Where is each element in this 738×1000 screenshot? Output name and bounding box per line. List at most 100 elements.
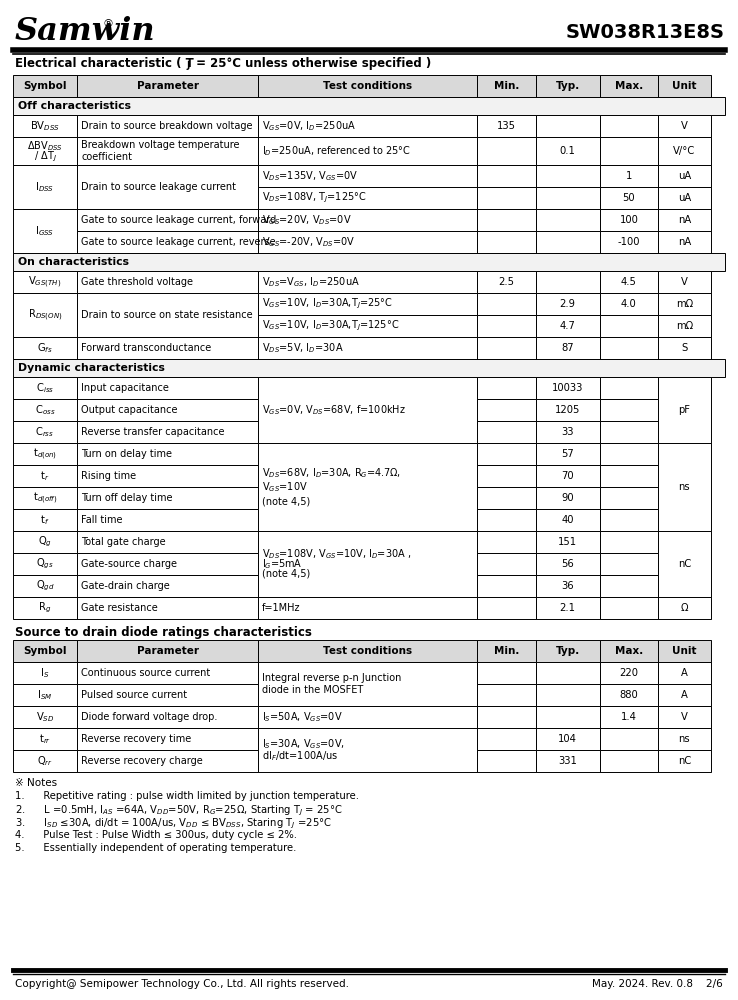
Bar bbox=[536, 509, 600, 531]
Bar bbox=[258, 271, 477, 293]
Text: Min.: Min. bbox=[494, 81, 519, 91]
Text: 1: 1 bbox=[626, 171, 632, 181]
Bar bbox=[477, 597, 536, 619]
Bar bbox=[477, 337, 536, 359]
Bar bbox=[658, 271, 711, 293]
Bar bbox=[77, 509, 258, 531]
Bar bbox=[77, 750, 258, 772]
Text: S: S bbox=[681, 343, 688, 353]
Bar bbox=[258, 137, 477, 165]
Bar bbox=[77, 271, 258, 293]
Bar bbox=[536, 487, 600, 509]
Bar bbox=[536, 115, 600, 137]
Text: R$_g$: R$_g$ bbox=[38, 601, 52, 615]
Text: V$_{GS}$=0V, I$_D$=250uA: V$_{GS}$=0V, I$_D$=250uA bbox=[262, 119, 356, 133]
Text: V: V bbox=[681, 277, 688, 287]
Text: I$_S$: I$_S$ bbox=[41, 666, 49, 680]
Bar bbox=[13, 209, 77, 253]
Bar bbox=[658, 337, 711, 359]
Text: t$_r$: t$_r$ bbox=[41, 469, 49, 483]
Bar bbox=[77, 377, 258, 399]
Text: Symbol: Symbol bbox=[24, 81, 67, 91]
Text: 57: 57 bbox=[562, 449, 574, 459]
Bar bbox=[258, 706, 477, 728]
Text: -100: -100 bbox=[618, 237, 640, 247]
Text: Input capacitance: Input capacitance bbox=[81, 383, 169, 393]
Bar bbox=[600, 115, 658, 137]
Text: Unit: Unit bbox=[672, 81, 697, 91]
Text: V$_{DS}$=68V, I$_D$=30A, R$_G$=4.7Ω,: V$_{DS}$=68V, I$_D$=30A, R$_G$=4.7Ω, bbox=[262, 466, 401, 480]
Text: I$_S$=30A, V$_{GS}$=0V,: I$_S$=30A, V$_{GS}$=0V, bbox=[262, 737, 345, 751]
Bar bbox=[536, 271, 600, 293]
Bar bbox=[77, 662, 258, 684]
Bar bbox=[77, 293, 258, 337]
Text: A: A bbox=[681, 690, 688, 700]
Bar bbox=[600, 209, 658, 231]
Bar bbox=[13, 531, 77, 553]
Bar bbox=[77, 684, 258, 706]
Text: Electrical characteristic ( T: Electrical characteristic ( T bbox=[15, 57, 194, 70]
Text: 87: 87 bbox=[562, 343, 574, 353]
Bar bbox=[13, 487, 77, 509]
Text: uA: uA bbox=[677, 193, 691, 203]
Text: = 25°C unless otherwise specified ): = 25°C unless otherwise specified ) bbox=[192, 57, 431, 70]
Text: 4.      Pulse Test : Pulse Width ≤ 300us, duty cycle ≤ 2%.: 4. Pulse Test : Pulse Width ≤ 300us, dut… bbox=[15, 830, 297, 840]
Bar bbox=[600, 750, 658, 772]
Text: 56: 56 bbox=[562, 559, 574, 569]
Bar bbox=[13, 443, 77, 465]
Text: (note 4,5): (note 4,5) bbox=[262, 569, 310, 579]
Bar bbox=[13, 640, 77, 662]
Text: I$_S$=50A, V$_{GS}$=0V: I$_S$=50A, V$_{GS}$=0V bbox=[262, 710, 342, 724]
Bar bbox=[600, 75, 658, 97]
Text: t$_{d(on)}$: t$_{d(on)}$ bbox=[33, 446, 57, 462]
Text: 36: 36 bbox=[562, 581, 574, 591]
Text: / ΔT$_J$: / ΔT$_J$ bbox=[34, 150, 57, 164]
Text: SW038R13E8S: SW038R13E8S bbox=[566, 22, 725, 41]
Bar bbox=[536, 684, 600, 706]
Text: 2.9: 2.9 bbox=[559, 299, 576, 309]
Bar bbox=[77, 575, 258, 597]
Bar bbox=[77, 231, 258, 253]
Bar bbox=[658, 187, 711, 209]
Text: Reverse recovery time: Reverse recovery time bbox=[81, 734, 191, 744]
Bar bbox=[13, 662, 77, 684]
Bar bbox=[13, 706, 77, 728]
Bar bbox=[536, 465, 600, 487]
Text: (note 4,5): (note 4,5) bbox=[262, 496, 310, 506]
Text: pF: pF bbox=[678, 405, 691, 415]
Text: On characteristics: On characteristics bbox=[18, 257, 129, 267]
Text: Q$_{rr}$: Q$_{rr}$ bbox=[37, 754, 53, 768]
Text: V$_{GS}$=10V, I$_D$=30A,T$_J$=25°C: V$_{GS}$=10V, I$_D$=30A,T$_J$=25°C bbox=[262, 297, 393, 311]
Text: V/°C: V/°C bbox=[673, 146, 695, 156]
Bar bbox=[600, 377, 658, 399]
Text: Drain to source breakdown voltage: Drain to source breakdown voltage bbox=[81, 121, 252, 131]
Text: 4.7: 4.7 bbox=[559, 321, 576, 331]
Bar bbox=[13, 165, 77, 209]
Bar bbox=[77, 728, 258, 750]
Bar bbox=[477, 209, 536, 231]
Bar bbox=[536, 137, 600, 165]
Bar bbox=[658, 684, 711, 706]
Text: V$_{GS}$=20V, V$_{DS}$=0V: V$_{GS}$=20V, V$_{DS}$=0V bbox=[262, 213, 352, 227]
Bar bbox=[477, 75, 536, 97]
Text: V$_{GS}$=-20V, V$_{DS}$=0V: V$_{GS}$=-20V, V$_{DS}$=0V bbox=[262, 235, 355, 249]
Bar bbox=[77, 165, 258, 209]
Text: 1205: 1205 bbox=[555, 405, 580, 415]
Text: Gate-drain charge: Gate-drain charge bbox=[81, 581, 170, 591]
Text: 104: 104 bbox=[558, 734, 577, 744]
Bar bbox=[13, 465, 77, 487]
Bar bbox=[77, 115, 258, 137]
Bar bbox=[658, 115, 711, 137]
Bar bbox=[600, 553, 658, 575]
Text: 0.1: 0.1 bbox=[559, 146, 576, 156]
Text: 40: 40 bbox=[562, 515, 574, 525]
Bar bbox=[13, 728, 77, 750]
Text: I$_{GSS}$: I$_{GSS}$ bbox=[35, 224, 55, 238]
Text: nA: nA bbox=[677, 215, 691, 225]
Text: C$_{rss}$: C$_{rss}$ bbox=[35, 425, 55, 439]
Bar bbox=[600, 165, 658, 187]
Bar bbox=[536, 597, 600, 619]
Text: R$_{DS(ON)}$: R$_{DS(ON)}$ bbox=[28, 307, 62, 323]
Text: Continuous source current: Continuous source current bbox=[81, 668, 210, 678]
Bar bbox=[77, 75, 258, 97]
